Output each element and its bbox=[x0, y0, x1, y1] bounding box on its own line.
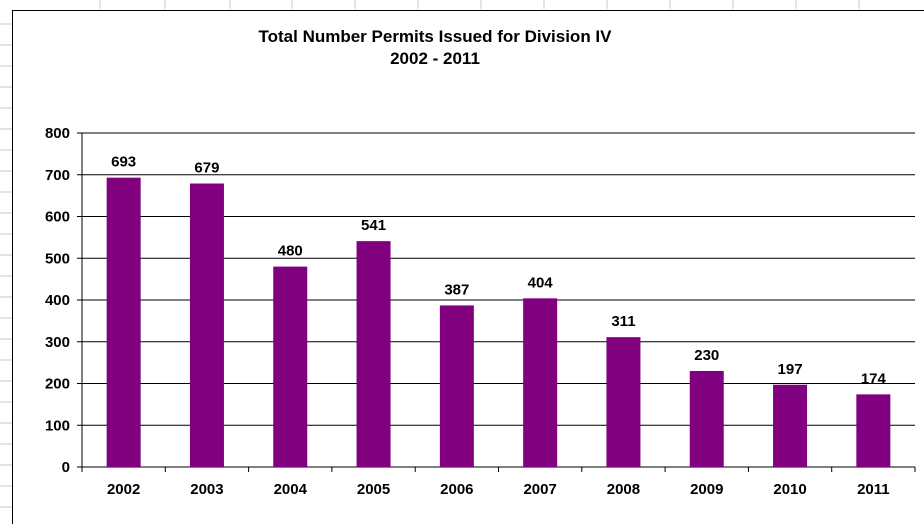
y-tick-label: 800 bbox=[45, 125, 70, 142]
bar bbox=[856, 394, 891, 467]
x-tick-label: 2010 bbox=[773, 481, 806, 498]
y-tick-label: 600 bbox=[45, 209, 70, 226]
x-tick-label: 2002 bbox=[107, 481, 140, 498]
data-label: 387 bbox=[444, 281, 469, 298]
y-tick-label: 500 bbox=[45, 250, 70, 267]
x-tick-label: 2005 bbox=[357, 481, 390, 498]
bar bbox=[439, 305, 474, 467]
bar bbox=[689, 370, 724, 467]
x-tick-label: 2007 bbox=[523, 481, 556, 498]
x-tick-label: 2003 bbox=[190, 481, 223, 498]
data-label: 679 bbox=[194, 160, 219, 177]
data-label: 197 bbox=[778, 361, 803, 378]
y-tick-label: 100 bbox=[45, 417, 70, 434]
bar bbox=[523, 298, 558, 467]
bar bbox=[106, 177, 141, 468]
y-tick-label: 400 bbox=[45, 292, 70, 309]
x-tick-label: 2008 bbox=[607, 481, 640, 498]
data-label: 480 bbox=[278, 243, 303, 260]
y-tick-label: 700 bbox=[45, 167, 70, 184]
bar bbox=[773, 384, 808, 467]
bar bbox=[606, 337, 641, 467]
chart-title-block: Total Number Permits Issued for Division… bbox=[200, 26, 670, 70]
chart-title: Total Number Permits Issued for Division… bbox=[258, 27, 612, 46]
data-label: 404 bbox=[528, 274, 554, 291]
chart-subtitle: 2002 - 2011 bbox=[390, 49, 480, 68]
x-tick-label: 2011 bbox=[857, 481, 890, 498]
bar bbox=[273, 266, 308, 467]
data-label: 693 bbox=[111, 154, 136, 171]
bar bbox=[356, 241, 391, 467]
data-label: 230 bbox=[694, 347, 719, 364]
y-tick-label: 0 bbox=[62, 459, 70, 476]
bar bbox=[189, 183, 224, 467]
data-label: 541 bbox=[361, 217, 386, 234]
x-tick-label: 2009 bbox=[690, 481, 723, 498]
x-tick-label: 2004 bbox=[274, 481, 308, 498]
data-label: 311 bbox=[611, 313, 635, 330]
data-label: 174 bbox=[861, 370, 887, 387]
y-tick-label: 200 bbox=[45, 376, 70, 393]
x-tick-label: 2006 bbox=[440, 481, 473, 498]
y-tick-label: 300 bbox=[45, 334, 70, 351]
